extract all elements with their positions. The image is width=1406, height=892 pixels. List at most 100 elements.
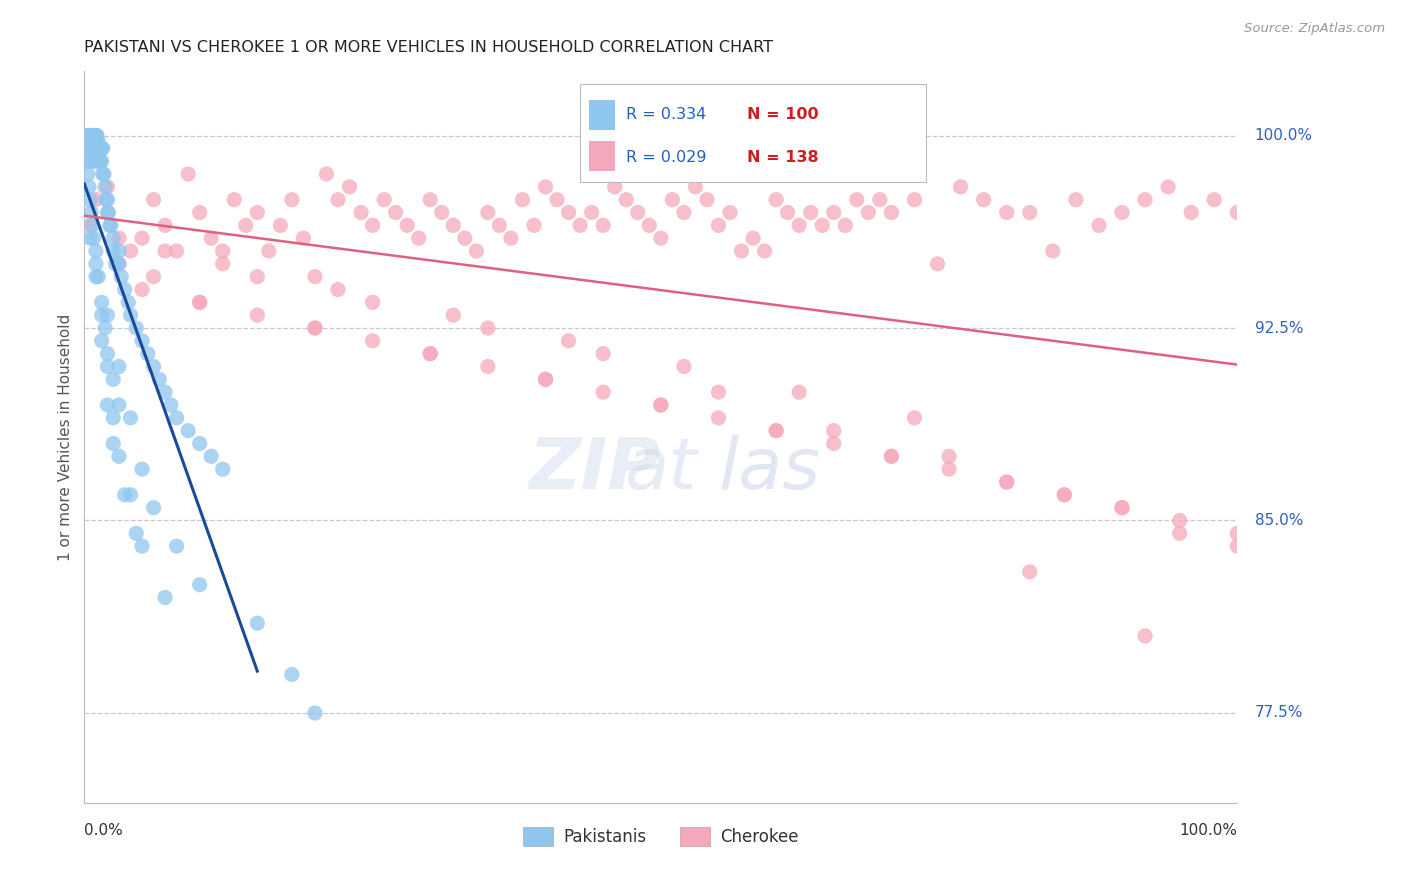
Point [938, 462, 960, 476]
Y-axis label: 1 or more Vehicles in Household: 1 or more Vehicles in Household [58, 313, 73, 561]
Point [125, 526, 148, 541]
Point [765, 193, 787, 207]
Point [103, 231, 124, 245]
Point [91, 167, 114, 181]
Point [246, 205, 269, 219]
Point [211, 257, 233, 271]
Point [76, 128, 98, 143]
Point [188, 295, 211, 310]
Point [638, 219, 661, 233]
Point [83, 128, 105, 143]
Point [117, 295, 139, 310]
Point [114, 488, 136, 502]
Text: 0.0%: 0.0% [84, 823, 124, 838]
Text: 92.5%: 92.5% [1254, 320, 1303, 335]
Point [211, 462, 233, 476]
Point [77, 179, 100, 194]
Point [160, 398, 183, 412]
Point [131, 539, 153, 553]
Point [880, 450, 903, 464]
Point [142, 359, 165, 374]
Point [166, 539, 188, 553]
Point [304, 269, 326, 284]
Point [499, 231, 522, 245]
Point [80, 128, 103, 143]
Point [136, 346, 159, 360]
Point [77, 128, 100, 143]
Point [86, 141, 108, 155]
Point [76, 128, 98, 143]
Point [315, 167, 337, 181]
Point [1088, 219, 1111, 233]
Point [79, 141, 101, 155]
Point [177, 167, 200, 181]
Point [995, 475, 1018, 489]
Point [707, 385, 730, 400]
Point [89, 154, 111, 169]
Point [903, 193, 925, 207]
Point [77, 154, 100, 169]
Point [811, 219, 834, 233]
Point [246, 616, 269, 631]
Point [108, 244, 131, 258]
Point [200, 450, 222, 464]
Point [787, 219, 810, 233]
Point [96, 398, 118, 412]
Point [90, 295, 112, 310]
Point [1053, 488, 1076, 502]
Point [94, 321, 117, 335]
Text: Source: ZipAtlas.com: Source: ZipAtlas.com [1244, 22, 1385, 36]
Text: N = 138: N = 138 [748, 150, 818, 165]
Point [823, 424, 845, 438]
Point [200, 231, 222, 245]
Text: 100.0%: 100.0% [1180, 823, 1237, 838]
Point [86, 128, 108, 143]
Point [153, 219, 176, 233]
Point [477, 205, 499, 219]
Point [845, 193, 868, 207]
Point [177, 424, 200, 438]
Point [534, 372, 557, 386]
Point [419, 346, 441, 360]
Point [650, 398, 672, 412]
Point [800, 205, 823, 219]
Point [465, 244, 488, 258]
Point [995, 205, 1018, 219]
Point [488, 219, 510, 233]
Point [546, 193, 568, 207]
Point [523, 219, 546, 233]
Point [1133, 193, 1156, 207]
Point [125, 321, 148, 335]
Point [650, 398, 672, 412]
Point [339, 179, 361, 194]
Point [787, 385, 810, 400]
Point [131, 462, 153, 476]
Point [79, 128, 101, 143]
Point [90, 334, 112, 348]
Point [292, 231, 315, 245]
Point [120, 488, 142, 502]
Point [91, 141, 114, 155]
Point [350, 205, 373, 219]
Point [557, 205, 579, 219]
Point [707, 410, 730, 425]
Point [603, 179, 626, 194]
Point [90, 141, 112, 155]
Point [592, 346, 614, 360]
Point [90, 308, 112, 322]
Point [96, 193, 118, 207]
Point [765, 424, 787, 438]
Point [661, 193, 683, 207]
Point [153, 244, 176, 258]
Point [110, 269, 132, 284]
Point [188, 205, 211, 219]
Text: R = 0.029: R = 0.029 [626, 150, 707, 165]
Point [131, 334, 153, 348]
Point [84, 257, 107, 271]
Point [441, 308, 464, 322]
Point [79, 193, 101, 207]
Point [103, 410, 124, 425]
Point [1018, 565, 1040, 579]
Point [534, 372, 557, 386]
Point [108, 257, 131, 271]
